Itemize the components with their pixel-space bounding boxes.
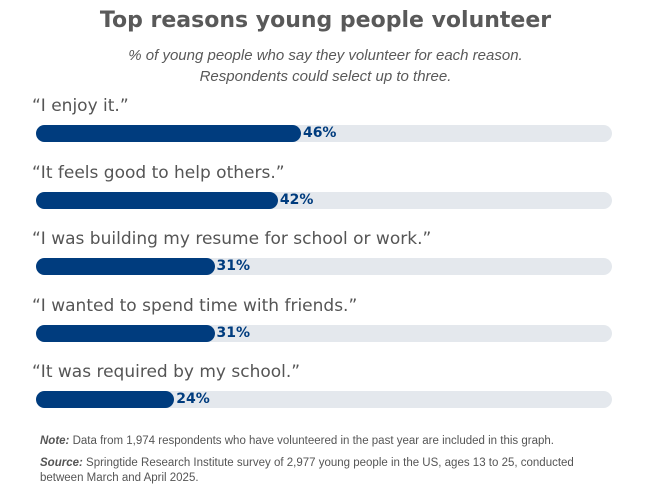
bar-track [36, 191, 612, 209]
chart-subtitle-line1: % of young people who say they volunteer… [128, 47, 523, 64]
note-label: Note: [40, 435, 70, 447]
bar [36, 258, 215, 275]
category-label: “I enjoy it.” [32, 96, 129, 116]
chart-subtitle-line2: Respondents could select up to three. [199, 68, 452, 85]
bar-track [36, 258, 612, 275]
note: Note: Data from 1,974 respondents who ha… [40, 434, 620, 449]
value-label: 42% [279, 191, 314, 208]
note-text: Data from 1,974 respondents who have vol… [72, 435, 554, 447]
value-label: 24% [176, 391, 210, 407]
category-label: “I was building my resume for school or … [32, 229, 432, 249]
source: Source: Springtide Research Institute su… [40, 456, 620, 486]
source-label: Source: [40, 457, 83, 469]
chart-title: Top reasons young people volunteer [99, 8, 552, 33]
bar [36, 324, 215, 342]
value-label: 46% [302, 125, 337, 141]
source-text: Springtide Research Institute survey of … [40, 457, 574, 484]
bar-track [36, 125, 612, 142]
bar-track [36, 391, 612, 408]
category-label: “It was required by my school.” [32, 362, 301, 382]
value-label: 31% [216, 324, 251, 341]
value-label: 31% [216, 258, 251, 274]
bar-track [36, 324, 612, 342]
bar [36, 191, 278, 209]
bar [36, 125, 301, 142]
bar [36, 391, 175, 408]
category-label: “I wanted to spend time with friends.” [32, 295, 358, 316]
category-label: “It feels good to help others.” [32, 162, 285, 183]
